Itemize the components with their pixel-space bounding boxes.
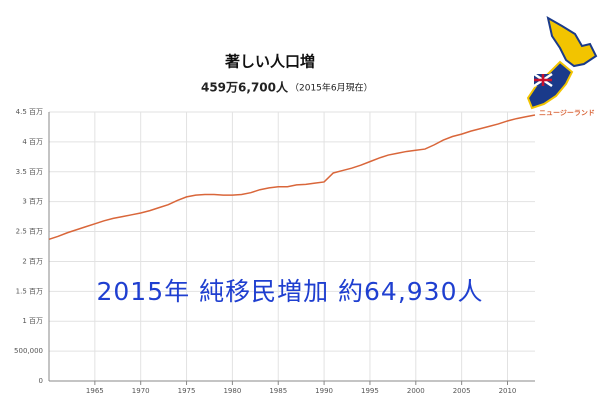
y-tick-label: 500,000 <box>14 347 43 355</box>
y-tick-label: 2.5 百万 <box>16 228 43 236</box>
chart-subtitle-note: （2015年6月現在） <box>290 82 373 94</box>
annotation: 2015年 純移民増加 約64,930人 <box>97 277 484 306</box>
series-label: ニュージーランド <box>539 109 595 117</box>
y-tick-label: 0 <box>39 377 43 385</box>
flag-cross <box>534 74 552 86</box>
y-tick-label: 4.5 百万 <box>16 108 43 116</box>
series-line <box>48 114 536 241</box>
x-tick-label: 2010 <box>499 387 517 395</box>
x-tick-label: 2000 <box>407 387 425 395</box>
y-tick-label: 2 百万 <box>22 257 43 265</box>
x-tick-label: 1990 <box>315 387 333 395</box>
plot-area: 0 500,000 1 百万 1.5 百万 2 百万 2.5 百万 3 百万 3.5 百万 4 … <box>14 108 536 395</box>
x-tick-label: 1975 <box>178 387 196 395</box>
x-tick-label: 2005 <box>453 387 471 395</box>
x-tick-label: 1965 <box>86 387 104 395</box>
north-island <box>546 16 598 68</box>
y-tick-label: 1 百万 <box>22 317 43 325</box>
y-tick-label: 4 百万 <box>22 138 43 146</box>
y-tick-label: 3 百万 <box>22 198 43 206</box>
chart-title: 著しい人口増 <box>224 53 315 71</box>
y-tick-label: 3.5 百万 <box>16 168 43 176</box>
x-tick-label: 1985 <box>269 387 287 395</box>
nz-flag-map <box>526 16 598 110</box>
y-tick-label: 1.5 百万 <box>16 287 43 295</box>
x-tick-label: 1980 <box>223 387 241 395</box>
x-tick-label: 1970 <box>132 387 150 395</box>
chart-subtitle: 459万6,700人 <box>201 80 289 95</box>
x-tick-label: 1995 <box>361 387 379 395</box>
